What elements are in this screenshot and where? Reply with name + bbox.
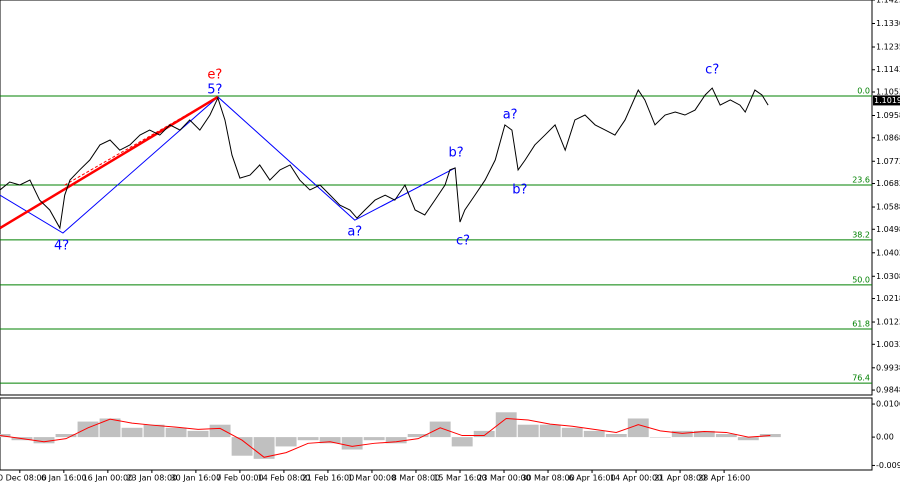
- current-price-box: [873, 95, 900, 106]
- y-tick-label: 1.1330: [876, 19, 900, 28]
- wave-label: 5?: [207, 83, 222, 98]
- x-tick-label: 28 Apr 16:00: [698, 474, 750, 483]
- x-tick-label: 14 Feb 08:00: [258, 474, 310, 483]
- current-price-label: 1.1019: [874, 96, 900, 105]
- x-tick-label: 16 Jan 00:00: [83, 474, 134, 483]
- histogram-bar: [473, 430, 495, 438]
- x-tick-label: 7 Feb 00:00: [216, 474, 263, 483]
- x-tick-label: 14 Apr 00:00: [610, 474, 662, 483]
- signal-line: [0, 417, 771, 458]
- fib-label: 61.8: [852, 319, 870, 328]
- y-tick-label: 1.0868: [876, 133, 900, 142]
- y-tick-label: 1.1053: [876, 88, 900, 97]
- y-tick-label: 0.9848: [876, 386, 900, 395]
- y-tick-label: 0.9938: [876, 363, 900, 372]
- histogram-bar: [55, 434, 77, 438]
- histogram-bar: [231, 437, 253, 456]
- y-tick-label: 1.0588: [876, 203, 900, 212]
- x-tick-label: 30 Dec 08:00: [0, 474, 47, 483]
- wave-line: [0, 96, 456, 234]
- fib-label: 76.4: [852, 374, 870, 383]
- histogram-bar: [187, 430, 209, 438]
- histogram-bar: [209, 424, 231, 438]
- y-tick-label: 1.0308: [876, 272, 900, 281]
- oscillator-frame: [0, 397, 873, 471]
- y-tick-label: 1.1425: [876, 0, 900, 5]
- x-tick-label: 1 Mar 00:00: [348, 474, 396, 483]
- fib-label: 50.0: [852, 275, 870, 284]
- histogram-bar: [693, 430, 715, 438]
- price-line: [0, 87, 769, 230]
- y-tick-label: 1.0498: [876, 225, 900, 234]
- x-tick-label: 23 Mar 00:00: [477, 474, 530, 483]
- wave-label: a?: [347, 225, 362, 240]
- wave-line: [64, 96, 219, 186]
- y-tick-label: 1.0958: [876, 111, 900, 120]
- histogram-bar: [583, 430, 605, 438]
- y-tick-label: 1.0773: [876, 157, 900, 166]
- x-tick-label: 6 Jan 16:00: [41, 474, 87, 483]
- x-tick-label: 21 Feb 16:00: [302, 474, 354, 483]
- histogram-bar: [99, 418, 121, 438]
- y-tick-label: 1.0123: [876, 318, 900, 327]
- x-tick-label: 23 Jan 08:00: [127, 474, 178, 483]
- price-frame: [0, 0, 873, 396]
- histogram-bar: [737, 437, 759, 441]
- y-tick-label: 1.0403: [876, 248, 900, 257]
- histogram-bar: [165, 427, 187, 438]
- fib-label: 38.2: [852, 230, 870, 239]
- histogram-bar: [143, 424, 165, 438]
- y-tick-label: 1.0218: [876, 294, 900, 303]
- wave-label: c?: [456, 234, 470, 249]
- histogram-bar: [715, 434, 737, 438]
- histogram-bar: [605, 434, 627, 438]
- histogram-bar: [341, 437, 363, 450]
- y-tick-label: 0.00: [876, 433, 894, 442]
- y-tick-label: 1.1235: [876, 42, 900, 51]
- wave-line: [0, 95, 219, 230]
- histogram-bar: [407, 434, 429, 438]
- histogram-bar: [319, 437, 341, 444]
- y-tick-label: 0.01065: [876, 400, 900, 409]
- wave-label: b?: [512, 182, 527, 197]
- y-tick-label: 1.1143: [876, 65, 900, 74]
- histogram-bar: [561, 427, 583, 438]
- x-tick-label: 8 Mar 08:00: [392, 474, 440, 483]
- histogram-bar: [429, 421, 451, 438]
- x-tick-label: 6 Apr 16:00: [569, 474, 616, 483]
- y-tick-label: -0.00913: [876, 461, 900, 470]
- histogram-bar: [0, 434, 11, 438]
- histogram-bar: [275, 437, 297, 447]
- x-tick-label: 30 Jan 16:00: [171, 474, 222, 483]
- y-tick-label: 1.0033: [876, 340, 900, 349]
- fib-label: 0.0: [857, 86, 870, 95]
- wave-label: c?: [705, 62, 719, 77]
- histogram-bar: [671, 430, 693, 438]
- histogram-bar: [121, 427, 143, 438]
- wave-label: 4?: [54, 239, 69, 254]
- y-tick-label: 1.0683: [876, 179, 900, 188]
- histogram-bar: [297, 437, 319, 441]
- histogram-bar: [385, 437, 407, 444]
- histogram-bar: [649, 437, 671, 438]
- histogram-bar: [539, 424, 561, 438]
- wave-label: b?: [448, 146, 463, 161]
- histogram-bar: [517, 424, 539, 438]
- histogram-bar: [363, 437, 385, 441]
- fib-label: 23.6: [852, 176, 870, 185]
- wave-label: e?: [207, 67, 222, 82]
- wave-label: a?: [503, 108, 518, 123]
- x-tick-label: 21 Apr 08:00: [654, 474, 706, 483]
- x-tick-label: 30 Mar 08:00: [521, 474, 574, 483]
- x-tick-label: 15 Mar 16:00: [433, 474, 486, 483]
- histogram-bar: [33, 437, 55, 444]
- histogram-bar: [627, 418, 649, 438]
- histogram-bar: [77, 421, 99, 438]
- histogram-bar: [451, 437, 473, 447]
